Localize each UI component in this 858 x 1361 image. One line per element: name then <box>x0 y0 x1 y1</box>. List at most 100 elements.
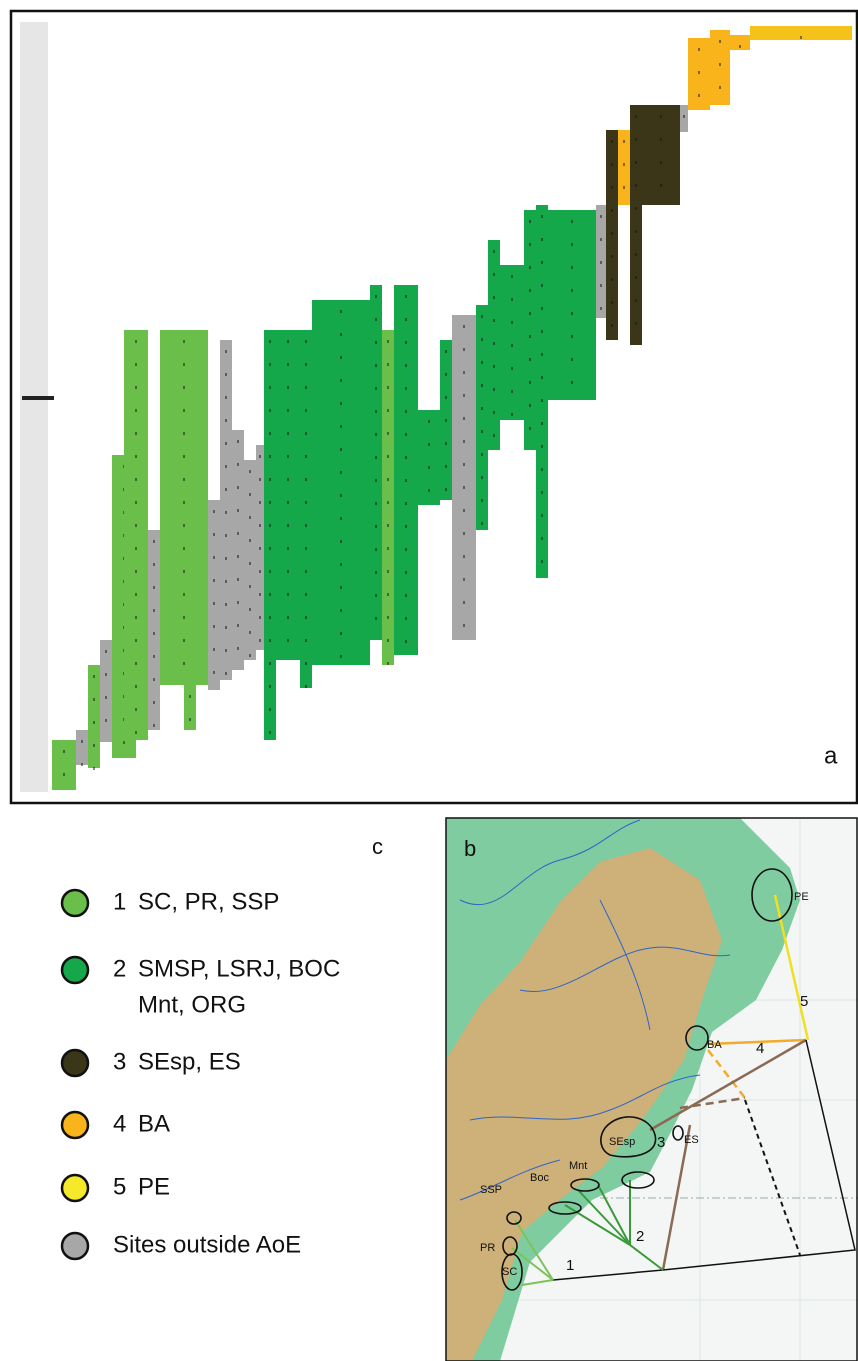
site-tick <box>306 570 307 573</box>
legend-swatch <box>62 1112 88 1138</box>
site-tick <box>341 609 342 612</box>
site-tick <box>306 363 307 366</box>
site-tick <box>341 471 342 474</box>
range-column <box>500 265 524 420</box>
site-tick <box>464 440 465 443</box>
site-tick <box>388 570 389 573</box>
site-tick <box>270 386 271 389</box>
legend-number: 1 <box>113 888 126 915</box>
site-tick <box>388 409 389 412</box>
site-tick <box>136 731 137 734</box>
site-tick <box>530 243 531 246</box>
site-tick <box>288 432 289 435</box>
site-tick <box>260 547 261 550</box>
site-tick <box>624 163 625 166</box>
site-tick <box>250 631 251 634</box>
site-tick <box>612 140 613 143</box>
site-tick <box>226 649 227 652</box>
label-marker <box>22 396 54 400</box>
site-tick <box>542 376 543 379</box>
site-tick <box>446 442 447 445</box>
site-tick <box>601 238 602 241</box>
site-tick <box>124 741 125 744</box>
site-tick <box>482 476 483 479</box>
site-tick <box>250 493 251 496</box>
site-tick <box>388 501 389 504</box>
site-tick <box>388 386 389 389</box>
site-tick <box>226 511 227 514</box>
site-tick <box>494 250 495 253</box>
site-tick <box>720 86 721 89</box>
site-tick <box>154 609 155 612</box>
route-label: 5 <box>800 993 808 1010</box>
site-tick <box>406 318 407 321</box>
site-tick <box>94 721 95 724</box>
site-tick <box>238 509 239 512</box>
site-tick <box>288 524 289 527</box>
site-tick <box>306 662 307 665</box>
site-tick <box>341 494 342 497</box>
site-tick <box>376 341 377 344</box>
site-tick <box>464 417 465 420</box>
site-tick <box>288 386 289 389</box>
site-tick <box>306 455 307 458</box>
legend-swatch <box>62 1233 88 1259</box>
site-tick <box>376 594 377 597</box>
site-tick <box>184 386 185 389</box>
site-tick <box>542 330 543 333</box>
site-tick <box>482 361 483 364</box>
site-tick <box>288 478 289 481</box>
site-tick <box>260 478 261 481</box>
site-tick <box>288 570 289 573</box>
site-tick <box>720 40 721 43</box>
area-label: PE <box>794 891 809 903</box>
legend-text: SEsp, ES <box>138 1048 241 1075</box>
site-tick <box>572 266 573 269</box>
site-tick <box>572 289 573 292</box>
site-tick <box>270 455 271 458</box>
site-tick <box>661 138 662 141</box>
site-tick <box>740 45 741 48</box>
site-tick <box>388 662 389 665</box>
site-tick <box>136 363 137 366</box>
site-tick <box>94 767 95 770</box>
site-tick <box>542 215 543 218</box>
site-tick <box>406 364 407 367</box>
site-tick <box>190 695 191 698</box>
site-tick <box>214 579 215 582</box>
site-tick <box>530 404 531 407</box>
site-tick <box>542 284 543 287</box>
range-column <box>264 330 276 740</box>
site-tick <box>184 340 185 343</box>
site-tick <box>190 718 191 721</box>
site-tick <box>184 570 185 573</box>
site-tick <box>624 140 625 143</box>
site-tick <box>288 501 289 504</box>
site-tick <box>226 442 227 445</box>
range-column <box>394 285 418 655</box>
site-tick <box>270 547 271 550</box>
site-tick <box>406 594 407 597</box>
site-tick <box>601 261 602 264</box>
site-tick <box>406 387 407 390</box>
site-tick <box>446 488 447 491</box>
site-tick <box>406 617 407 620</box>
range-column <box>52 740 76 790</box>
site-tick <box>376 479 377 482</box>
site-tick <box>184 547 185 550</box>
site-tick <box>530 381 531 384</box>
site-tick <box>388 524 389 527</box>
panel-label: b <box>464 836 476 861</box>
site-tick <box>494 273 495 276</box>
site-tick <box>376 318 377 321</box>
site-tick <box>572 381 573 384</box>
site-tick <box>288 363 289 366</box>
site-tick <box>306 340 307 343</box>
site-tick <box>270 731 271 734</box>
site-tick <box>429 443 430 446</box>
site-tick <box>429 489 430 492</box>
site-tick <box>270 593 271 596</box>
site-tick <box>214 556 215 559</box>
site-tick <box>270 570 271 573</box>
site-tick <box>612 163 613 166</box>
